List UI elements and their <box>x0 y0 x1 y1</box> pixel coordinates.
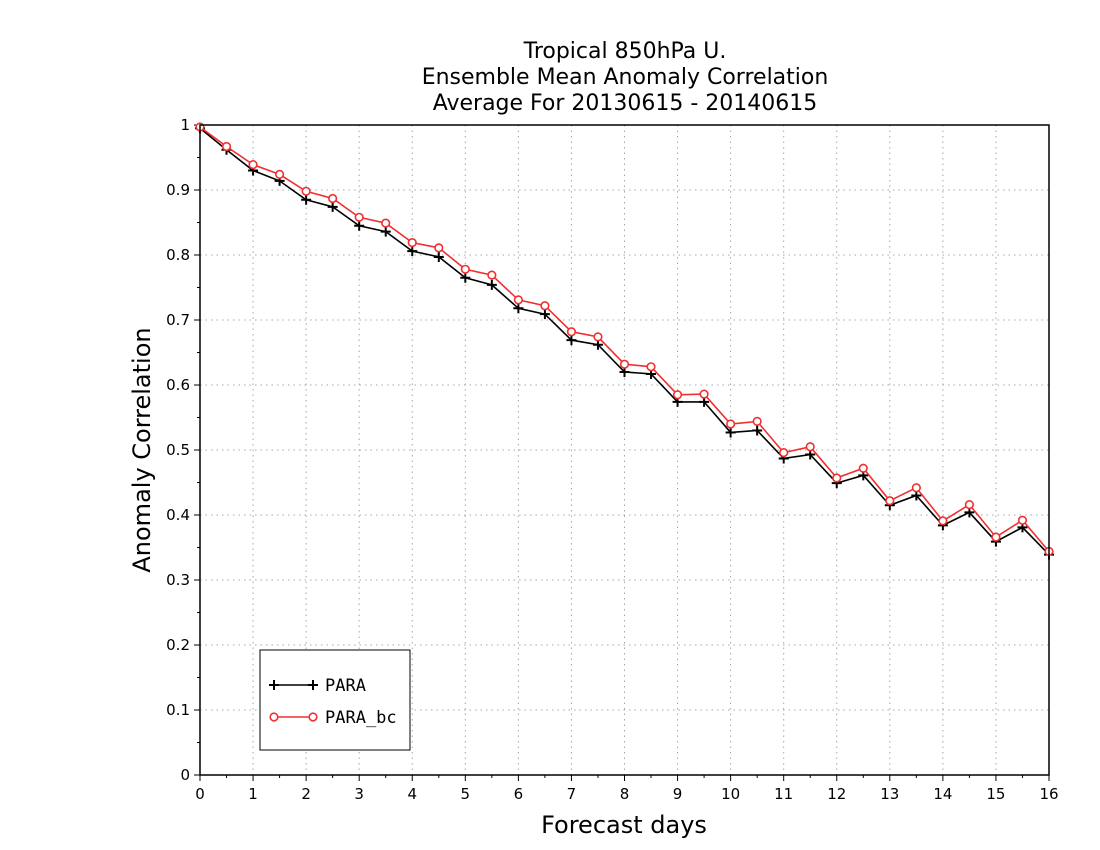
y-tick-label: 0.6 <box>166 376 190 394</box>
plot-area-frame <box>199 124 1050 776</box>
y-tick-label: 0.3 <box>166 571 190 589</box>
x-tick-label: 1 <box>248 785 258 803</box>
data-point <box>752 425 763 436</box>
data-point <box>539 309 550 320</box>
data-point <box>301 186 311 196</box>
data-point <box>327 201 338 212</box>
chart-title: Tropical 850hPa U. Ensemble Mean Anomaly… <box>422 39 829 116</box>
legend-marker <box>269 712 279 722</box>
data-point <box>858 463 868 473</box>
data-point <box>646 362 656 372</box>
legend-label: PARA <box>325 676 366 696</box>
series-para-bc <box>195 122 1054 557</box>
data-point <box>380 226 391 237</box>
x-tick-label: 15 <box>986 785 1005 803</box>
x-tick-label: 7 <box>567 785 577 803</box>
series-layer <box>195 122 1054 560</box>
data-point <box>328 193 338 204</box>
x-tick-label: 14 <box>933 785 952 803</box>
title-line-1: Tropical 850hPa U. <box>523 39 727 64</box>
data-point <box>593 332 603 342</box>
grid-lines <box>200 125 1049 775</box>
x-tick-label: 16 <box>1039 785 1058 803</box>
x-tick-label: 9 <box>673 785 683 803</box>
legend-label: PARA_bc <box>325 708 397 728</box>
data-point <box>354 212 364 222</box>
data-point <box>964 500 975 510</box>
x-tick-label: 2 <box>301 785 311 803</box>
data-point <box>354 220 365 231</box>
x-tick-label: 8 <box>620 785 630 803</box>
y-tick-label: 0.1 <box>166 701 190 719</box>
data-point <box>885 496 895 506</box>
x-tick-label: 11 <box>774 785 793 803</box>
series-line <box>199 126 1050 552</box>
data-point <box>911 483 921 493</box>
y-tick-label: 0.7 <box>166 311 190 329</box>
legend-marker <box>308 680 318 690</box>
data-point <box>779 448 789 458</box>
y-tick-label: 0.2 <box>166 636 190 654</box>
data-point <box>725 427 736 438</box>
x-tick-label: 0 <box>195 785 205 803</box>
data-point <box>566 335 577 346</box>
data-point <box>433 251 444 262</box>
y-tick-label: 0.9 <box>166 181 190 199</box>
legend-box <box>259 649 411 751</box>
data-point <box>805 442 815 452</box>
data-point <box>540 301 550 311</box>
x-axis-title: Forecast days <box>541 811 707 839</box>
data-point <box>991 532 1001 542</box>
y-axis-title: Anomaly Correlation <box>128 327 156 572</box>
data-point <box>301 194 312 205</box>
title-line-2: Ensemble Mean Anomaly Correlation <box>422 65 829 90</box>
data-point <box>672 390 683 400</box>
data-point <box>460 272 471 283</box>
legend: PARA PARA_bc <box>259 649 411 751</box>
data-point <box>726 419 736 429</box>
x-tick-label: 12 <box>827 785 846 803</box>
data-point <box>513 303 524 314</box>
data-point <box>407 238 417 248</box>
x-tick-label: 10 <box>721 785 740 803</box>
y-tick-label: 0 <box>180 766 190 784</box>
data-point <box>487 270 497 280</box>
data-point <box>1017 515 1028 525</box>
x-tick-label: 5 <box>461 785 471 803</box>
data-point <box>407 246 418 257</box>
axis-ticks: 0 1 2 3 4 5 6 7 8 9 10 11 12 13 14 15 1600.10.20.30.40.5… <box>166 116 1058 803</box>
data-point <box>566 327 577 337</box>
y-tick-label: 0.8 <box>166 246 190 264</box>
data-point <box>274 169 285 179</box>
legend-item: PARA <box>269 676 366 696</box>
data-point <box>460 264 470 274</box>
data-point <box>486 279 497 290</box>
data-point <box>248 160 258 170</box>
data-point <box>381 218 391 228</box>
data-point <box>832 473 842 483</box>
x-tick-label: 6 <box>514 785 524 803</box>
y-tick-label: 0.4 <box>166 506 190 524</box>
legend-marker <box>269 680 279 690</box>
data-point <box>699 389 709 399</box>
x-tick-label: 4 <box>407 785 417 803</box>
data-point <box>752 416 762 427</box>
y-tick-label: 1 <box>180 116 190 134</box>
x-tick-label: 3 <box>354 785 364 803</box>
legend-items: PARA PARA_bc <box>269 676 397 728</box>
legend-item: PARA_bc <box>269 708 397 728</box>
legend-marker <box>308 712 318 722</box>
y-tick-label: 0.5 <box>166 441 190 459</box>
x-tick-label: 13 <box>880 785 899 803</box>
data-point <box>619 359 630 369</box>
title-line-3: Average For 20130615 - 20140615 <box>433 91 818 116</box>
data-point <box>513 295 523 305</box>
data-point <box>938 516 948 526</box>
data-point <box>221 141 232 152</box>
data-point <box>434 243 444 253</box>
